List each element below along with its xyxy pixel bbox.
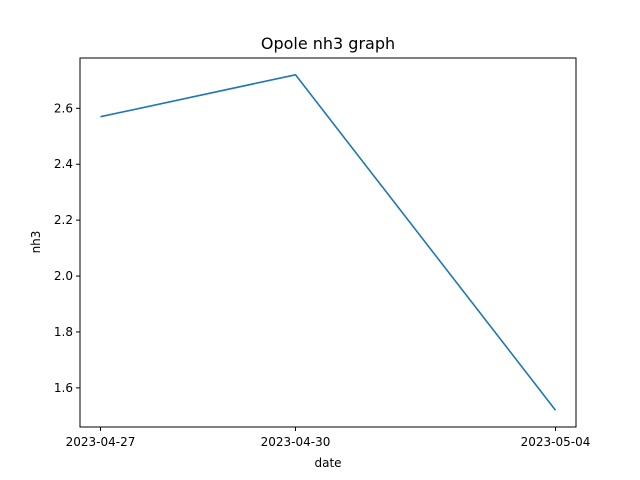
chart-title: Opole nh3 graph: [261, 34, 395, 53]
plot-area: [79, 57, 577, 428]
x-axis-ticks: 2023-04-27 2023-04-30 2023-05-04: [66, 427, 591, 449]
y-axis-ticks: 1.6 1.8 2.0 2.2 2.4 2.6: [54, 101, 80, 395]
y-tick-label: 1.8: [54, 325, 73, 339]
x-axis-label: date: [314, 456, 341, 470]
y-tick-label: 2.6: [54, 101, 73, 115]
y-axis-label: nh3: [29, 231, 43, 254]
series-line: [100, 74, 557, 411]
x-tick-label: 2023-04-30: [261, 435, 331, 449]
y-tick-label: 2.2: [54, 213, 73, 227]
y-tick-label: 1.6: [54, 381, 73, 395]
y-tick-label: 2.4: [54, 157, 73, 171]
y-tick-label: 2.0: [54, 269, 73, 283]
x-tick-label: 2023-05-04: [521, 435, 591, 449]
x-tick-label: 2023-04-27: [66, 435, 136, 449]
